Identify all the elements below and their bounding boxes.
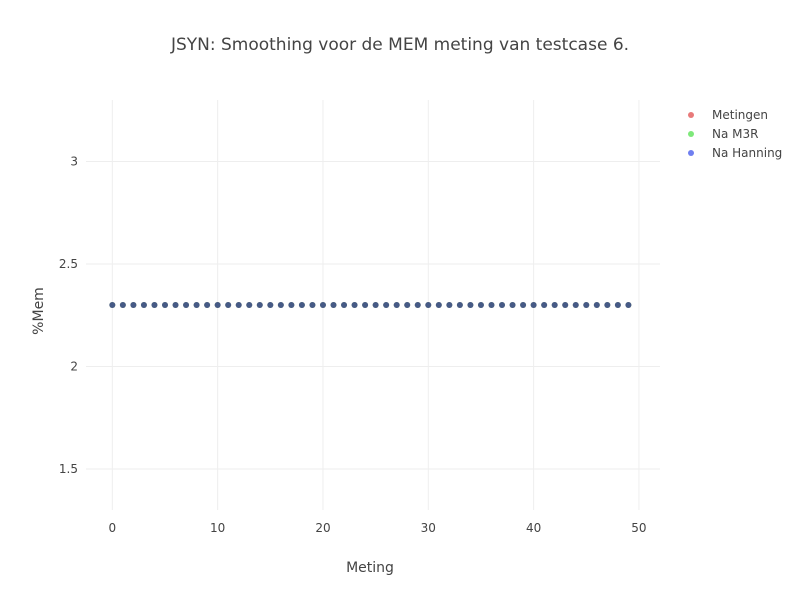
data-point[interactable] (562, 302, 569, 308)
legend[interactable]: Metingen Na M3R Na Hanning (688, 108, 782, 160)
data-point[interactable] (456, 302, 463, 308)
data-point[interactable] (204, 302, 211, 308)
data-point[interactable] (499, 302, 506, 308)
data-point[interactable] (362, 302, 369, 308)
y-tick-label: 1.5 (59, 462, 78, 476)
data-point[interactable] (551, 302, 558, 308)
data-point[interactable] (383, 302, 390, 308)
data-point[interactable] (277, 302, 284, 308)
data-point[interactable] (235, 302, 242, 308)
x-tick-label: 10 (210, 521, 225, 535)
legend-marker (688, 112, 694, 118)
data-points (109, 302, 632, 308)
data-point[interactable] (341, 302, 348, 308)
data-point[interactable] (183, 302, 190, 308)
data-point[interactable] (614, 302, 621, 308)
legend-label: Na Hanning (712, 146, 782, 160)
data-point[interactable] (225, 302, 232, 308)
data-point[interactable] (530, 302, 537, 308)
data-point[interactable] (351, 302, 358, 308)
data-point[interactable] (520, 302, 527, 308)
data-point[interactable] (309, 302, 316, 308)
data-point[interactable] (109, 302, 116, 308)
legend-item[interactable]: Na M3R (688, 127, 758, 141)
data-point[interactable] (151, 302, 158, 308)
data-point[interactable] (509, 302, 516, 308)
data-point[interactable] (130, 302, 137, 308)
x-tick-label: 0 (109, 521, 117, 535)
data-point[interactable] (393, 302, 400, 308)
x-tick-label: 40 (526, 521, 541, 535)
data-point[interactable] (214, 302, 221, 308)
data-point[interactable] (140, 302, 147, 308)
data-point[interactable] (425, 302, 432, 308)
data-point[interactable] (604, 302, 611, 308)
chart-title: JSYN: Smoothing voor de MEM meting van t… (170, 35, 629, 55)
legend-marker (688, 150, 694, 156)
legend-label: Na M3R (712, 127, 758, 141)
legend-item[interactable]: Metingen (688, 108, 768, 122)
x-tick-label: 20 (315, 521, 330, 535)
data-point[interactable] (583, 302, 590, 308)
x-tick-label: 50 (631, 521, 646, 535)
data-point[interactable] (246, 302, 253, 308)
data-point[interactable] (404, 302, 411, 308)
data-point[interactable] (572, 302, 579, 308)
x-tick-label: 30 (421, 521, 436, 535)
data-point[interactable] (288, 302, 295, 308)
data-point[interactable] (541, 302, 548, 308)
data-point[interactable] (435, 302, 442, 308)
legend-item[interactable]: Na Hanning (688, 146, 782, 160)
data-point[interactable] (172, 302, 179, 308)
data-point[interactable] (330, 302, 337, 308)
data-point[interactable] (267, 302, 274, 308)
y-tick-label: 3 (70, 155, 78, 169)
data-point[interactable] (298, 302, 305, 308)
data-point[interactable] (488, 302, 495, 308)
tick-labels: 0 10 20 30 40 50 1.5 2 2.5 3 (59, 155, 647, 536)
data-point[interactable] (319, 302, 326, 308)
data-point[interactable] (119, 302, 126, 308)
y-axis-title: %Mem (31, 287, 47, 335)
x-axis-title: Meting (346, 560, 394, 576)
data-point[interactable] (193, 302, 200, 308)
legend-label: Metingen (712, 108, 768, 122)
legend-marker (688, 131, 694, 137)
series-na-hanning (109, 302, 632, 308)
y-tick-label: 2.5 (59, 257, 78, 271)
data-point[interactable] (372, 302, 379, 308)
data-point[interactable] (161, 302, 168, 308)
y-tick-label: 2 (70, 360, 78, 374)
data-point[interactable] (593, 302, 600, 308)
data-point[interactable] (446, 302, 453, 308)
data-point[interactable] (256, 302, 263, 308)
data-point[interactable] (414, 302, 421, 308)
data-point[interactable] (467, 302, 474, 308)
data-point[interactable] (477, 302, 484, 308)
data-point[interactable] (625, 302, 632, 308)
